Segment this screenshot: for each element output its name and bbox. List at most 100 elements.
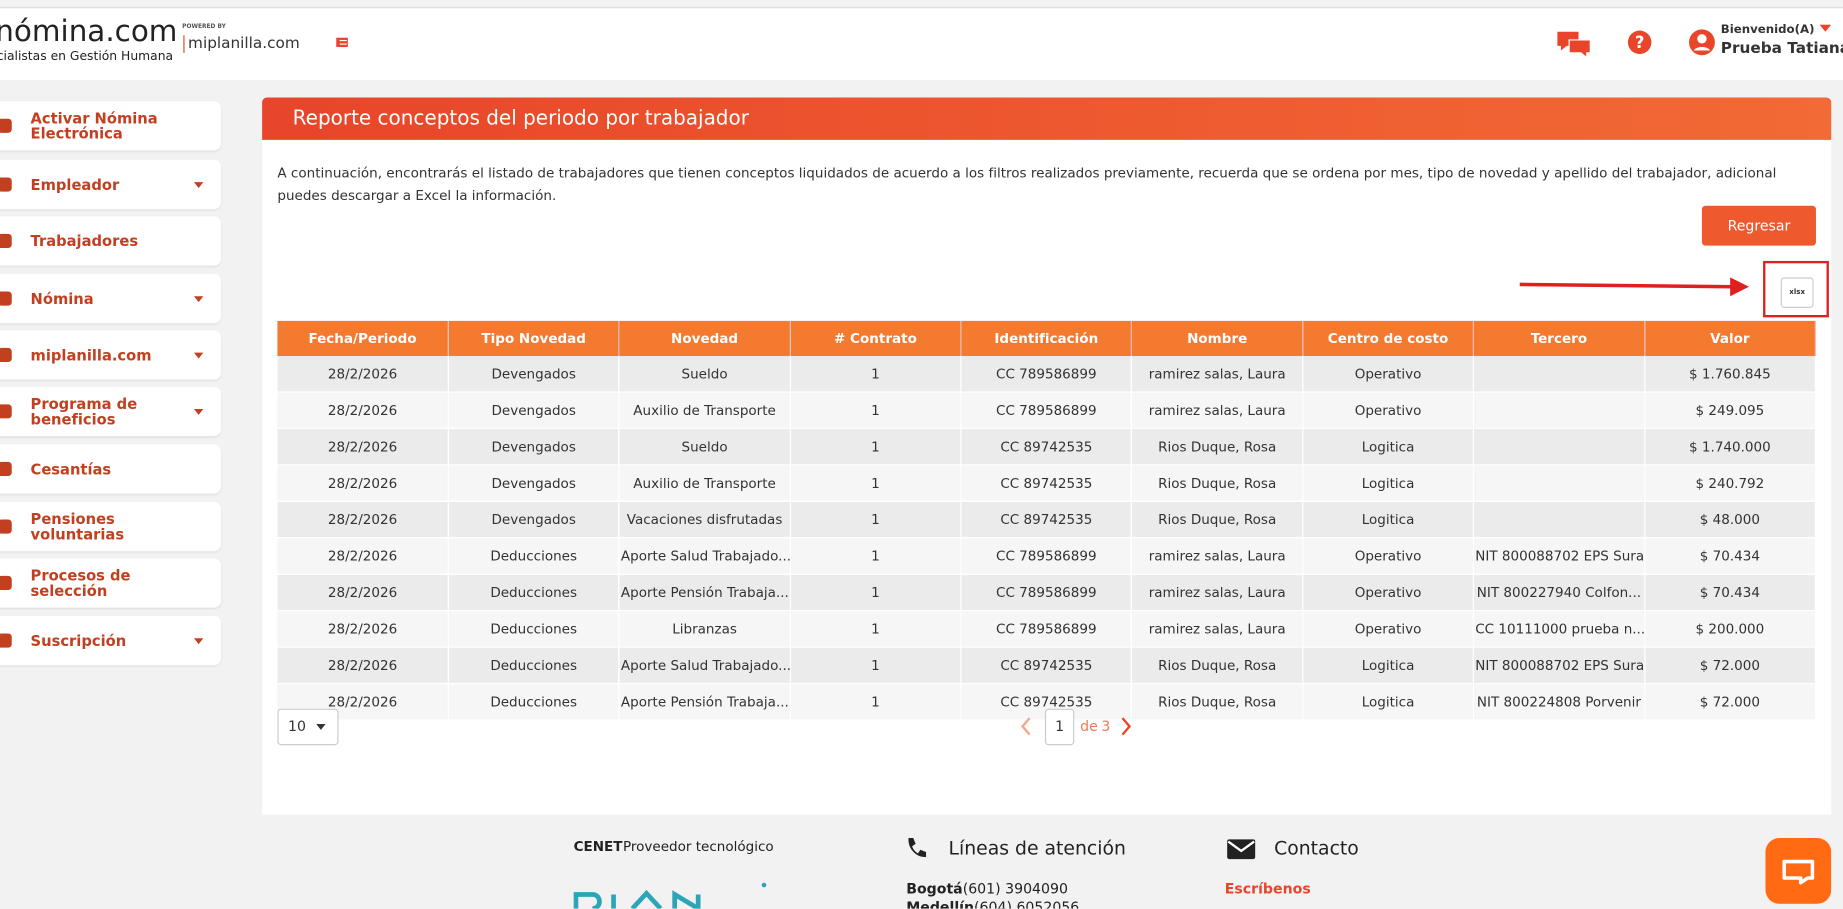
table-cell: CC 89742535 (960, 428, 1133, 466)
table-cell: Auxilio de Transporte (619, 391, 791, 430)
table-cell (1473, 391, 1645, 430)
table-cell: $ 70.434 (1644, 574, 1816, 612)
table-row: 28/2/2026 Deducciones Aporte Salud Trabaja… (277, 647, 1816, 685)
column-header[interactable]: Nombre (1131, 320, 1304, 357)
sidebar-item[interactable]: miplanilla.com (0, 330, 221, 380)
powered-by: POWERED BY (182, 23, 226, 31)
table-cell: $ 1.740.000 (1644, 428, 1816, 466)
column-header[interactable]: Tipo Novedad (448, 320, 620, 357)
sidebar-icon (0, 461, 12, 477)
column-header[interactable]: Tercero (1473, 320, 1645, 357)
user-avatar[interactable] (1688, 28, 1716, 56)
chat-icon[interactable] (1555, 29, 1593, 58)
table-cell: CC 89742535 (960, 647, 1133, 685)
sidebar-icon (0, 404, 12, 419)
table-cell: Deducciones (448, 574, 620, 612)
table-cell: 1 (790, 610, 962, 648)
sidebar-icon (0, 177, 12, 192)
table-cell: Rios Duque, Rosa (1131, 501, 1304, 539)
table-cell: 28/2/2026 (277, 610, 449, 648)
table-cell: 1 (790, 683, 962, 721)
table-cell: 1 (790, 391, 962, 430)
table-cell: ramirez salas, Laura (1131, 356, 1304, 393)
help-icon[interactable]: ? (1627, 29, 1653, 55)
sidebar-item[interactable]: Empleador (0, 159, 221, 210)
sidebar-label: Nómina (30, 289, 94, 308)
current-page[interactable]: 1 (1044, 708, 1075, 746)
column-header[interactable]: Centro de costo (1302, 320, 1475, 357)
column-header[interactable]: Novedad (619, 320, 791, 357)
sidebar-label: Trabajadores (30, 232, 139, 250)
sidebar-label: Activar Nómina Electrónica (30, 109, 158, 143)
partner-logo: miplanilla.com (183, 35, 300, 53)
next-page[interactable] (1120, 717, 1132, 736)
lines-title: Líneas de atención (948, 836, 1126, 860)
table-cell: ramirez salas, Laura (1131, 574, 1304, 612)
table-cell: Vacaciones disfrutadas (619, 501, 791, 539)
sidebar-label: Procesos de selección (30, 566, 131, 600)
sidebar-label: Pensiones voluntarias (30, 510, 125, 544)
sidebar-item[interactable]: Activar Nómina Electrónica (0, 101, 221, 151)
table-cell: Logitica (1302, 683, 1475, 721)
user-caret[interactable] (1819, 24, 1832, 32)
table-cell: 28/2/2026 (277, 428, 449, 466)
table-cell: 1 (790, 464, 962, 502)
prev-page[interactable] (1020, 717, 1032, 736)
sidebar-icon (0, 233, 12, 249)
table-cell: Devengados (448, 356, 620, 393)
mail-icon (1227, 839, 1256, 860)
table-cell (1473, 428, 1645, 466)
chat-widget[interactable] (1765, 838, 1832, 904)
table-cell: $ 1.760.845 (1644, 356, 1816, 393)
sidebar-icon (0, 118, 12, 133)
table-cell: $ 48.000 (1644, 501, 1816, 539)
page-size-select[interactable] (277, 708, 339, 746)
table-cell: 28/2/2026 (277, 391, 449, 430)
table-cell: Rios Duque, Rosa (1131, 647, 1304, 685)
table-cell: Logitica (1302, 647, 1475, 685)
table-cell: 28/2/2026 (277, 464, 449, 502)
sidebar-item[interactable]: Nómina (0, 273, 221, 324)
table-cell: $ 240.792 (1644, 464, 1816, 502)
table-cell: ramirez salas, Laura (1131, 537, 1304, 575)
table-row: 28/2/2026 Deducciones Aporte Salud Trabaja… (277, 537, 1816, 575)
back-button[interactable]: Regresar (1701, 205, 1816, 246)
table-row: 28/2/2026 Devengados Sueldo 1 CC 89742535 Rio… (277, 428, 1816, 466)
table-row: 28/2/2026 Devengados Sueldo 1 CC 789586899 ra… (277, 356, 1816, 393)
table-cell: NIT 800088702 EPS Sura (1473, 647, 1645, 685)
table-cell: Aporte Salud Trabajado... (619, 647, 791, 685)
table-row: 28/2/2026 Deducciones Aporte Pensión Traba… (277, 574, 1816, 612)
table-cell: NIT 800088702 EPS Sura (1473, 537, 1645, 575)
page-of: de (1080, 718, 1098, 735)
sidebar-item[interactable]: Suscripción (0, 615, 221, 666)
column-header[interactable]: Fecha/Periodo (277, 320, 449, 357)
column-header[interactable]: Valor (1644, 320, 1816, 357)
sidebar-item[interactable]: Cesantías (0, 444, 221, 494)
table-cell: Auxilio de Transporte (619, 464, 791, 502)
annotation-arrow (1519, 277, 1749, 297)
phone-icon (908, 838, 927, 857)
table-cell: Deducciones (448, 610, 620, 648)
sidebar-item[interactable]: Pensiones voluntarias (0, 501, 221, 552)
menu-toggle[interactable] (336, 37, 348, 48)
welcome: Bienvenido(A) (1720, 23, 1815, 37)
sidebar-item[interactable]: Procesos de selección (0, 558, 221, 608)
report-header (262, 97, 1832, 140)
phone-line: Medellín(604) 6052056 (906, 899, 1079, 908)
table-cell: $ 70.434 (1644, 537, 1816, 575)
sidebar-caret (193, 296, 204, 307)
table-cell: CC 789586899 (960, 574, 1133, 612)
export-excel[interactable]: xlsx (1780, 277, 1814, 308)
sidebar-item[interactable]: Trabajadores (0, 216, 221, 266)
sidebar-item[interactable]: Programa de beneficios (0, 386, 221, 437)
table-cell: Devengados (448, 464, 620, 502)
sidebar-icon (0, 519, 12, 534)
column-header[interactable]: # Contrato (790, 320, 962, 357)
sidebar-icon (0, 347, 12, 363)
contact-link[interactable]: Escríbenos (1224, 880, 1311, 897)
table-cell: Logitica (1302, 428, 1475, 466)
column-header[interactable]: Identificación (960, 320, 1133, 357)
table-cell (1473, 501, 1645, 539)
svg-text:?: ? (1635, 33, 1645, 52)
